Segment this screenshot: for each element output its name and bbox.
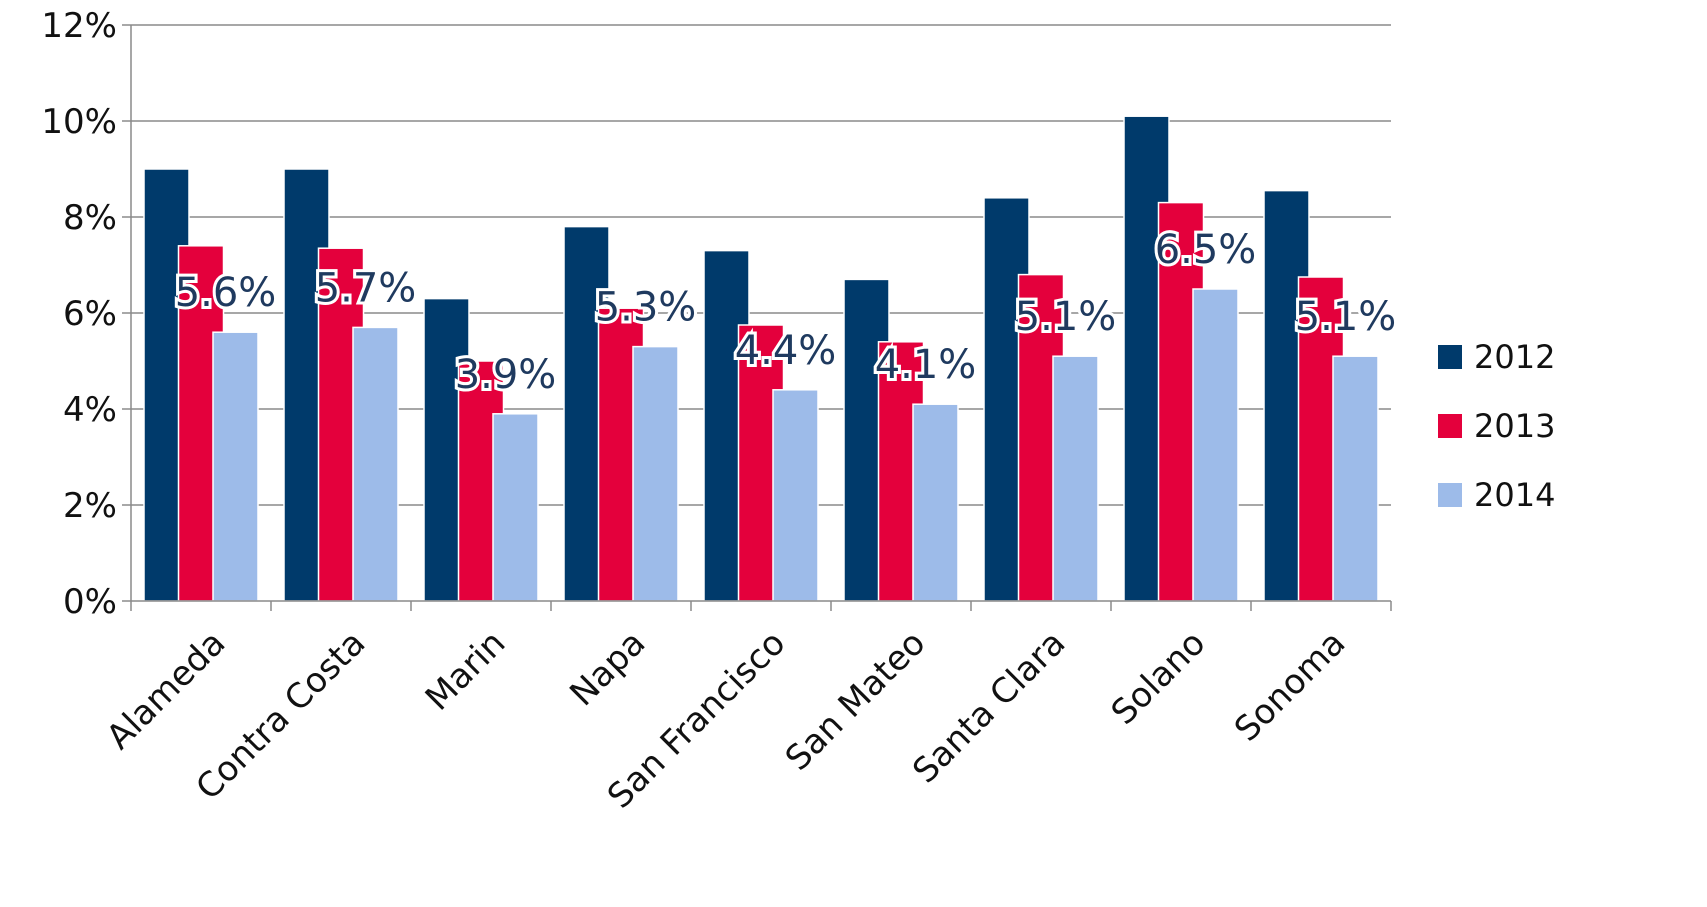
- bar-2014-contra-costa: [352, 326, 399, 602]
- x-tick-label: Solano: [1104, 623, 1214, 733]
- data-label: 5.7%: [315, 265, 417, 311]
- data-label: 6.5%: [1155, 227, 1257, 273]
- legend: 2012 2013 2014: [1438, 338, 1555, 514]
- bar-2014-san-francisco: [772, 389, 819, 602]
- data-label: 5.1%: [1295, 294, 1397, 340]
- data-label: 4.4%: [735, 328, 837, 374]
- y-tick-label: 12%: [41, 6, 117, 46]
- x-tick-label: Sonoma: [1227, 623, 1353, 749]
- legend-swatch: [1438, 483, 1462, 507]
- y-tick-label: 4%: [63, 390, 117, 430]
- data-label: 5.6%: [175, 270, 277, 316]
- data-label: 4.1%: [875, 342, 977, 388]
- y-tick-label: 2%: [63, 486, 117, 526]
- x-tick-label: Napa: [562, 623, 653, 714]
- x-tick-label: San Mateo: [778, 623, 934, 779]
- bar-2014-sonoma: [1332, 355, 1379, 602]
- x-tick-label: Marin: [418, 623, 514, 719]
- legend-swatch: [1438, 414, 1462, 438]
- bar-2014-solano: [1192, 288, 1239, 602]
- legend-label: 2014: [1474, 476, 1555, 514]
- data-label: 3.9%: [455, 352, 557, 398]
- bar-2014-santa-clara: [1052, 355, 1099, 602]
- bars: [143, 115, 1379, 602]
- legend-swatch: [1438, 345, 1462, 369]
- y-tick-label: 6%: [63, 294, 117, 334]
- y-tick-label: 10%: [41, 102, 117, 142]
- data-labels: 5.6% 5.7% 3.9% 5.3% 4.4% 4.1% 5.1% 6.5% 5.1%: [172, 224, 1400, 401]
- legend-label: 2012: [1474, 338, 1555, 376]
- x-tick-label: Santa Clara: [905, 623, 1073, 791]
- data-label: 5.3%: [595, 285, 697, 331]
- bar-2014-napa: [632, 345, 679, 602]
- legend-label: 2013: [1474, 407, 1555, 445]
- bar-2014-marin: [492, 413, 539, 602]
- x-tick-label: Alameda: [99, 623, 233, 757]
- y-tick-label: 8%: [63, 198, 117, 238]
- data-label: 5.1%: [1015, 294, 1117, 340]
- y-tick-label: 0%: [63, 582, 117, 622]
- bar-2014-alameda: [212, 331, 259, 602]
- bar-2014-san-mateo: [912, 403, 959, 602]
